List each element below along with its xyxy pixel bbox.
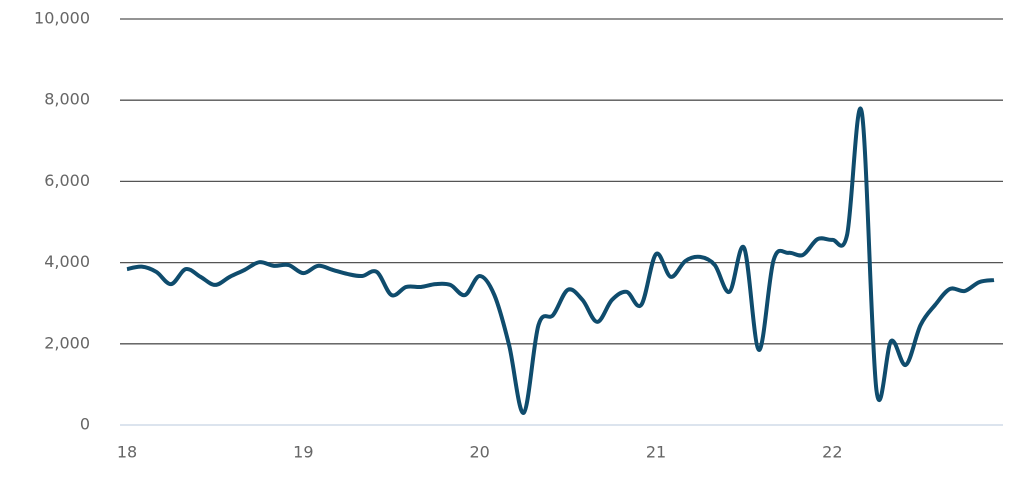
line <box>126 106 995 415</box>
x-tick-label: 19 <box>293 443 313 462</box>
y-tick-label: 6,000 <box>44 171 90 190</box>
x-tick-label: 22 <box>822 443 842 462</box>
y-tick-label: 2,000 <box>44 333 90 352</box>
y-tick-label: 8,000 <box>44 90 90 109</box>
y-tick-label: 10,000 <box>34 9 90 28</box>
x-tick-label: 21 <box>646 443 666 462</box>
x-tick-label: 18 <box>117 443 137 462</box>
y-tick-label: 4,000 <box>44 252 90 271</box>
x-tick-label: 20 <box>469 443 489 462</box>
y-tick-label: 0 <box>80 415 90 434</box>
